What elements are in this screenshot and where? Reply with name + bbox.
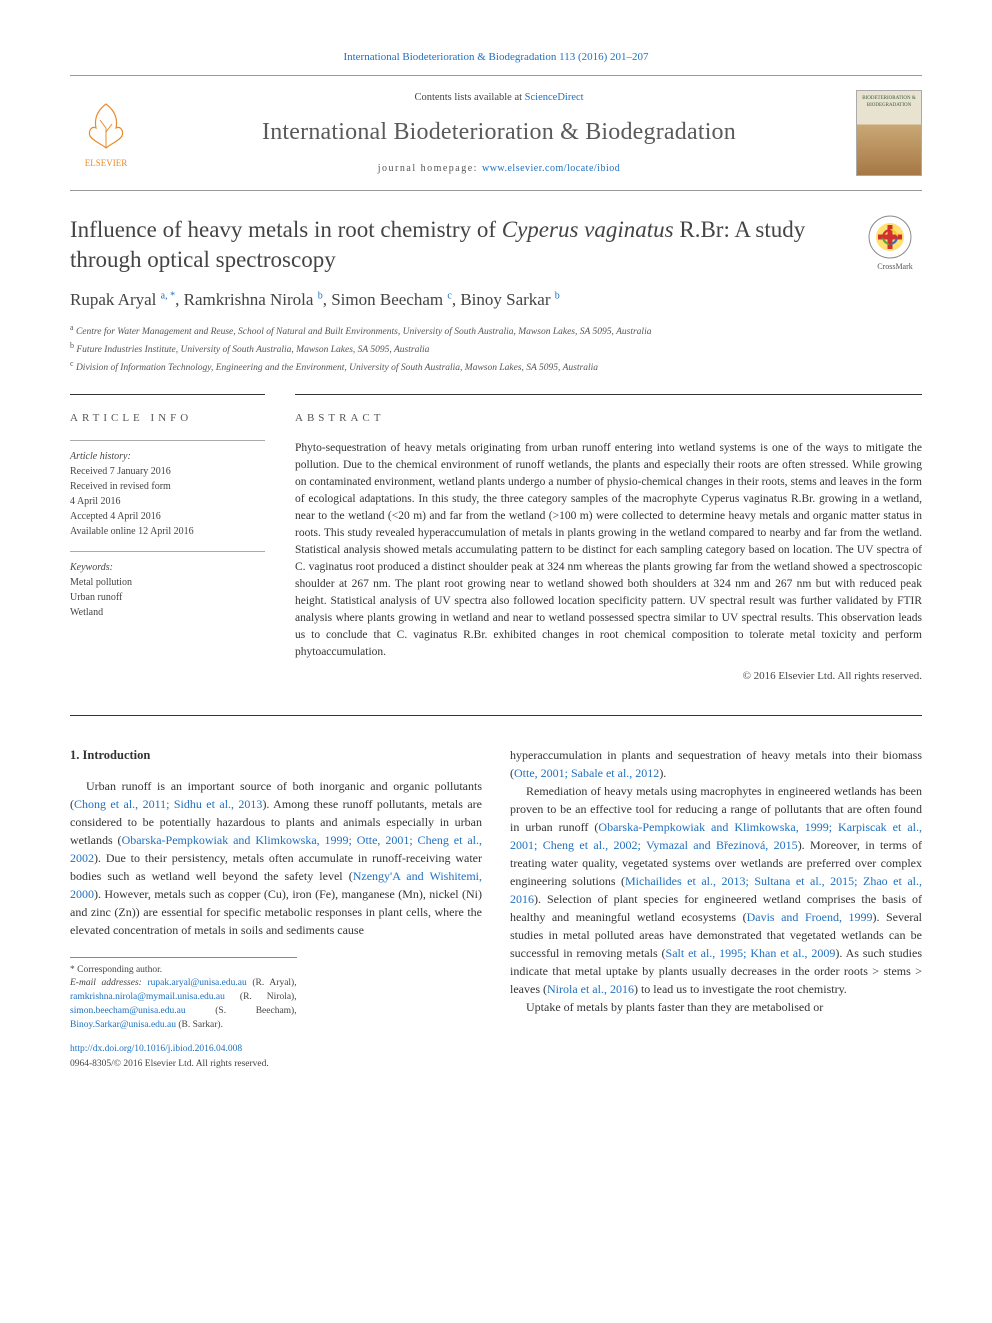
author-affil-marker: a, * [161, 291, 175, 302]
intro-paragraph-1-cont: hyperaccumulation in plants and sequestr… [510, 746, 922, 782]
abstract-heading: ABSTRACT [295, 411, 922, 426]
keyword: Wetland [70, 605, 265, 620]
title-part-1: Influence of heavy metals in root chemis… [70, 217, 502, 242]
intro-paragraph-2: Remediation of heavy metals using macrop… [510, 782, 922, 998]
email-link[interactable]: Binoy.Sarkar@unisa.edu.au [70, 1020, 176, 1030]
p1b: ). [659, 766, 666, 780]
citation[interactable]: Chong et al., 2011; Sidhu et al., 2013 [74, 797, 262, 811]
history-line: Received 7 January 2016 [70, 464, 265, 479]
contents-line: Contents lists available at ScienceDirec… [156, 91, 842, 106]
body-col-right: hyperaccumulation in plants and sequestr… [510, 746, 922, 1071]
history-line: Accepted 4 April 2016 [70, 509, 265, 524]
author: Simon Beecham c [331, 290, 452, 309]
crossmark-badge[interactable]: CrossMark [868, 215, 922, 272]
history-label: Article history: [70, 449, 265, 464]
journal-homepage-link[interactable]: www.elsevier.com/locate/ibiod [482, 163, 620, 174]
author: Binoy Sarkar b [460, 290, 559, 309]
title-species: Cyperus vaginatus [502, 217, 674, 242]
doi-link[interactable]: http://dx.doi.org/10.1016/j.ibiod.2016.0… [70, 1044, 242, 1054]
elsevier-tree-icon [78, 98, 134, 154]
homepage-line: journal homepage: www.elsevier.com/locat… [156, 162, 842, 176]
body-col-left: 1. Introduction Urban runoff is an impor… [70, 746, 482, 1071]
crossmark-label: CrossMark [877, 262, 913, 271]
email-link[interactable]: ramkrishna.nirola@mymail.unisa.edu.au [70, 992, 225, 1002]
email-addresses: E-mail addresses: rupak.aryal@unisa.edu.… [70, 977, 297, 1032]
email-link[interactable]: simon.beecham@unisa.edu.au [70, 1006, 186, 1016]
article-history-block: Article history: Received 7 January 2016… [70, 440, 265, 551]
abstract-text: Phyto-sequestration of heavy metals orig… [295, 440, 922, 661]
p1d: ). However, metals such as copper (Cu), … [70, 887, 482, 937]
divider-after-abstract [70, 715, 922, 716]
page: International Biodeterioration & Biodegr… [0, 0, 992, 1111]
elsevier-logo[interactable]: ELSEVIER [70, 98, 142, 170]
title-row: Influence of heavy metals in root chemis… [70, 215, 922, 274]
intro-paragraph-3: Uptake of metals by plants faster than t… [510, 998, 922, 1016]
homepage-prefix: journal homepage: [378, 163, 482, 174]
elsevier-logo-text: ELSEVIER [85, 158, 128, 168]
journal-cover-thumbnail[interactable]: BIODETERIORATION & BIODEGRADATION [856, 90, 922, 176]
article-title: Influence of heavy metals in root chemis… [70, 215, 854, 274]
affiliation: c Division of Information Technology, En… [70, 358, 922, 376]
history-line: Received in revised form [70, 479, 265, 494]
section-heading-intro: 1. Introduction [70, 746, 482, 765]
emails-label: E-mail addresses: [70, 978, 147, 988]
citation[interactable]: Otte, 2001; Sabale et al., 2012 [514, 766, 659, 780]
history-line: 4 April 2016 [70, 494, 265, 509]
info-abstract-row: ARTICLE INFO Article history: Received 7… [70, 394, 922, 685]
author: Rupak Aryal a, * [70, 290, 175, 309]
p2f: ) to lead us to investigate the root che… [634, 982, 847, 996]
affiliation-list: a Centre for Water Management and Reuse,… [70, 322, 922, 376]
journal-name: International Biodeterioration & Biodegr… [156, 116, 842, 150]
article-info-column: ARTICLE INFO Article history: Received 7… [70, 394, 265, 685]
citation[interactable]: Salt et al., 1995; Khan et al., 2009 [666, 946, 836, 960]
affiliation: a Centre for Water Management and Reuse,… [70, 322, 922, 340]
keywords-block: Keywords: Metal pollutionUrban runoffWet… [70, 551, 265, 632]
issn-copyright: 0964-8305/© 2016 Elsevier Ltd. All right… [70, 1059, 269, 1069]
doi-block: http://dx.doi.org/10.1016/j.ibiod.2016.0… [70, 1042, 482, 1071]
abstract-copyright: © 2016 Elsevier Ltd. All rights reserved… [295, 669, 922, 684]
citation[interactable]: Nirola et al., 2016 [547, 982, 634, 996]
footnotes: * Corresponding author. E-mail addresses… [70, 957, 297, 1033]
keywords-label: Keywords: [70, 560, 265, 575]
author-affil-marker: c [447, 291, 451, 302]
citation[interactable]: Davis and Froend, 1999 [747, 910, 873, 924]
keyword: Urban runoff [70, 590, 265, 605]
article-info-heading: ARTICLE INFO [70, 411, 265, 426]
author-affil-marker: b [318, 291, 323, 302]
intro-paragraph-1: Urban runoff is an important source of b… [70, 777, 482, 939]
affiliation: b Future Industries Institute, Universit… [70, 340, 922, 358]
author: Ramkrishna Nirola b [184, 290, 323, 309]
contents-prefix: Contents lists available at [414, 92, 524, 103]
corresponding-author-note: * Corresponding author. [70, 964, 297, 978]
author-list: Rupak Aryal a, *, Ramkrishna Nirola b, S… [70, 288, 922, 312]
abstract-column: ABSTRACT Phyto-sequestration of heavy me… [295, 394, 922, 685]
email-link[interactable]: rupak.aryal@unisa.edu.au [147, 978, 246, 988]
body-columns: 1. Introduction Urban runoff is an impor… [70, 746, 922, 1071]
journal-reference: International Biodeterioration & Biodegr… [70, 50, 922, 65]
author-affil-marker: b [555, 291, 560, 302]
sciencedirect-link[interactable]: ScienceDirect [525, 92, 584, 103]
journal-header: ELSEVIER Contents lists available at Sci… [70, 75, 922, 191]
keyword: Metal pollution [70, 575, 265, 590]
history-line: Available online 12 April 2016 [70, 524, 265, 539]
crossmark-icon [868, 215, 912, 259]
header-center: Contents lists available at ScienceDirec… [142, 91, 856, 175]
